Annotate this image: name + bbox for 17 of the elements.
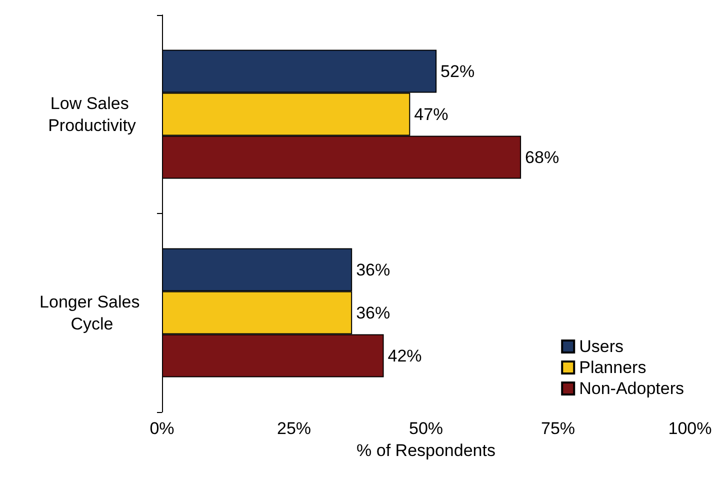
data-label: 36% — [356, 303, 390, 322]
x-tick-label: 100% — [668, 419, 712, 438]
data-label: 42% — [388, 346, 422, 366]
legend-label: Users — [579, 337, 624, 356]
legend-label: Planners — [579, 358, 646, 377]
y-tick-label: Low Sales Productivity — [48, 94, 136, 135]
data-label: 52% — [440, 62, 475, 81]
x-tick-label: 50% — [408, 419, 444, 438]
data-label: 68% — [525, 148, 560, 167]
legend-label: Non-Adopters — [579, 379, 684, 398]
x-tick-label: 75% — [540, 419, 576, 438]
x-axis-title: % of Respondents — [356, 441, 496, 460]
data-label: 36% — [356, 260, 390, 280]
y-tick-label: Longer Sales Cycle — [40, 292, 144, 334]
x-tick-label: 25% — [276, 419, 312, 438]
x-tick-label: 0% — [150, 419, 174, 438]
data-label: 47% — [414, 104, 448, 124]
